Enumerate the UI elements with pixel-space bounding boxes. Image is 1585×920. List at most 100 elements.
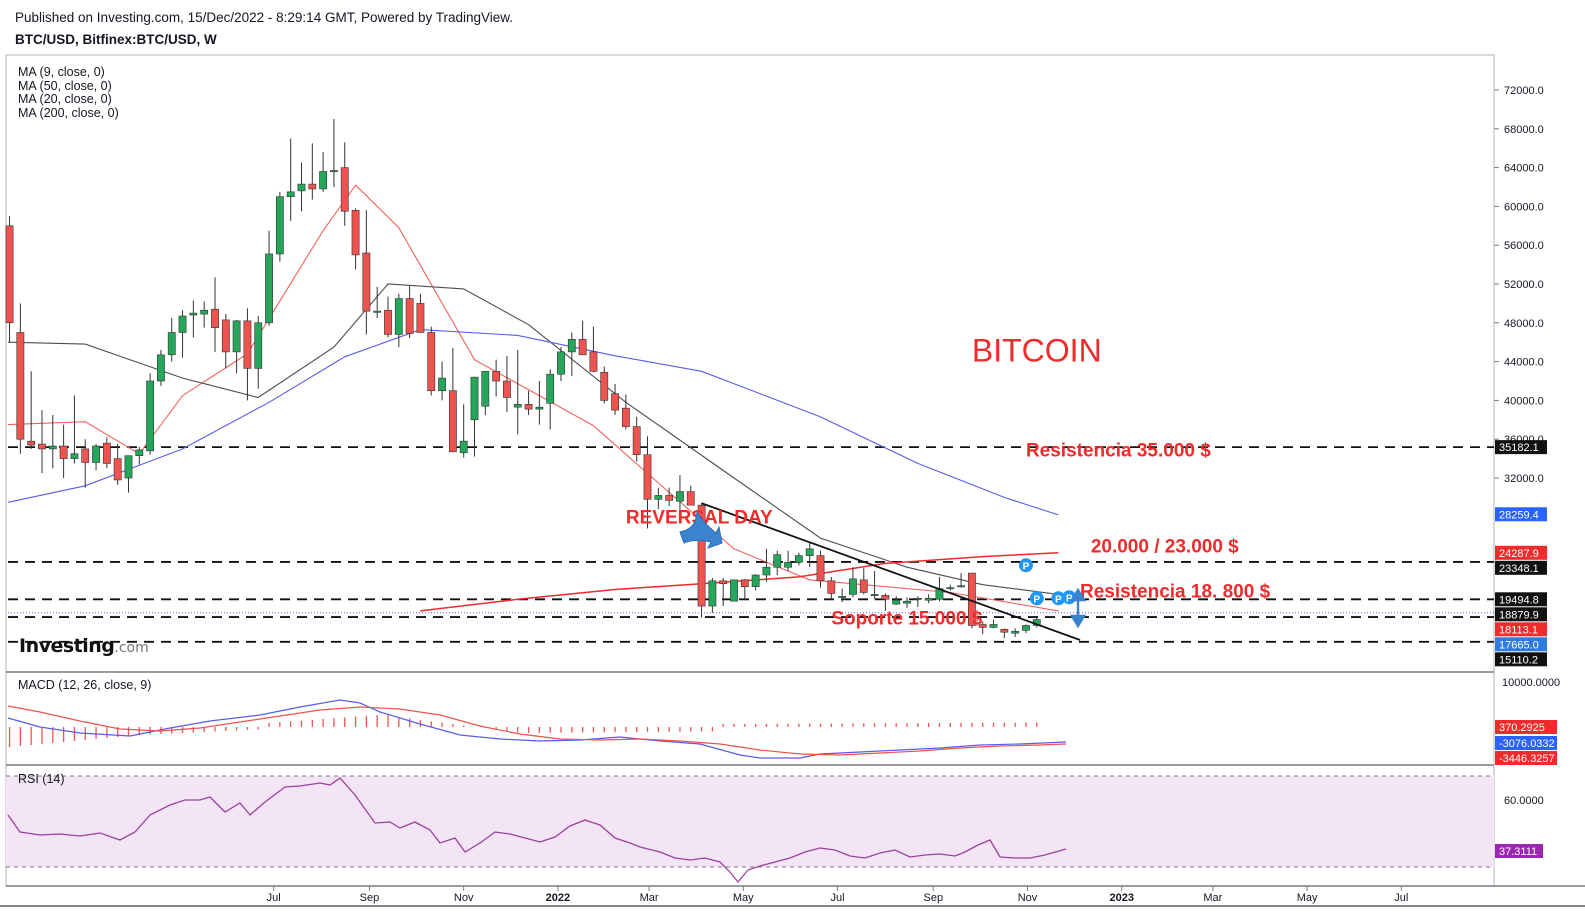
price-tick-label: 44000.0 xyxy=(1504,357,1544,369)
candle-body xyxy=(978,624,987,628)
candle-body xyxy=(513,403,522,408)
candle-body xyxy=(146,380,155,452)
candle-body xyxy=(870,594,879,596)
macd-title: MACD (12, 26, close, 9) xyxy=(18,678,152,692)
time-tick-label: Sep xyxy=(923,892,943,904)
candle-body xyxy=(621,407,630,427)
macd-axis-label-bg xyxy=(1495,720,1557,734)
candle-body xyxy=(1000,629,1009,633)
candle-body xyxy=(567,338,576,353)
candle-body xyxy=(243,320,252,369)
candle-body xyxy=(740,579,749,587)
macd-axis-label: -3446.3257 xyxy=(1499,753,1555,765)
candle-body xyxy=(384,309,392,335)
price-tick-label: 40000.0 xyxy=(1504,395,1544,407)
event-marker xyxy=(1018,558,1033,573)
chart-annotation: 20.000 / 23.000 $ xyxy=(1091,537,1239,558)
candle-body xyxy=(416,303,425,333)
time-tick-label: Nov xyxy=(454,892,474,904)
candle-body xyxy=(708,580,717,607)
candle-body xyxy=(211,308,219,328)
candle-body xyxy=(503,380,511,398)
candle-body xyxy=(849,578,857,595)
ma-legend-item: MA (200, close, 0) xyxy=(18,105,119,120)
event-marker-label: P xyxy=(1055,594,1062,605)
ma-legend: MA (9, close, 0) MA (50, close, 0) MA (2… xyxy=(18,65,119,120)
event-marker-label: P xyxy=(1033,594,1040,605)
range-arrow-icon xyxy=(1069,587,1087,629)
macd-axis-label-bg xyxy=(1495,736,1557,750)
candle-body xyxy=(394,298,403,335)
candle-body xyxy=(492,370,501,382)
price-axis-label: 18879.9 xyxy=(1499,609,1539,621)
price-axis-label-bg xyxy=(1495,637,1547,652)
candle-body xyxy=(665,495,674,501)
price-tick-label: 32000.0 xyxy=(1504,473,1544,485)
candle-body xyxy=(308,183,317,190)
moving-average-line xyxy=(7,329,1059,516)
candle-body xyxy=(600,371,609,401)
candle-body xyxy=(427,332,436,392)
price-axis-label-bg xyxy=(1495,652,1547,667)
candle-body xyxy=(751,574,760,587)
price-axis-label: 35182.1 xyxy=(1499,442,1539,454)
moving-average-line xyxy=(7,283,1059,595)
candle-body xyxy=(286,191,295,198)
candle-body xyxy=(838,596,847,598)
time-tick-label: Mar xyxy=(640,892,659,904)
macd-axis-label: 370.2925 xyxy=(1499,722,1545,734)
ma-legend-item: MA (9, close, 0) xyxy=(18,65,105,79)
candle-body xyxy=(373,310,382,313)
event-marker xyxy=(1051,591,1066,606)
price-axis-label-bg xyxy=(1495,607,1547,622)
candle-body xyxy=(816,555,825,582)
candle-body xyxy=(448,390,457,453)
candle-body xyxy=(957,585,965,588)
time-tick-label: Nov xyxy=(1018,892,1038,904)
candle-body xyxy=(762,566,771,576)
time-tick-label: Jul xyxy=(1394,892,1408,904)
candle-body xyxy=(730,579,738,602)
moving-average-line xyxy=(420,551,1059,612)
candle-body xyxy=(686,491,695,506)
candle-body xyxy=(113,458,122,481)
main-panel-frame xyxy=(5,54,1495,887)
price-axis-label-bg xyxy=(1495,440,1547,455)
candle-body xyxy=(859,579,868,593)
price-axis-label: 17665.0 xyxy=(1499,639,1539,651)
time-tick-label: Jul xyxy=(267,892,281,904)
candle-body xyxy=(200,309,209,315)
candle-body xyxy=(178,315,187,333)
candle-body xyxy=(989,624,998,628)
candle-body xyxy=(805,548,814,556)
event-marker-label: P xyxy=(1023,561,1030,572)
candle-body xyxy=(135,449,144,456)
candle-body xyxy=(81,448,90,463)
candle-body xyxy=(946,587,955,590)
candle-body xyxy=(254,322,263,369)
candle-body xyxy=(470,376,479,421)
candle-body xyxy=(1011,630,1020,634)
rsi-tick-label: 60.0000 xyxy=(1504,795,1544,807)
time-tick-label: Sep xyxy=(360,892,380,904)
candle-body xyxy=(892,599,901,605)
candle-body xyxy=(794,555,803,563)
price-axis-label: 28259.4 xyxy=(1499,509,1539,521)
candle-body xyxy=(535,406,544,410)
price-axis-label-bg xyxy=(1495,592,1547,607)
price-axis-label: 18113.1 xyxy=(1499,624,1538,636)
candle-body xyxy=(654,495,663,500)
candle-body xyxy=(297,183,306,192)
candle-body xyxy=(557,351,565,375)
price-axis-label: 23348.1 xyxy=(1499,563,1539,575)
candle-body xyxy=(903,600,911,604)
time-tick-label: 2023 xyxy=(1109,892,1133,904)
candle-body xyxy=(632,426,641,456)
price-axis-label: 19494.8 xyxy=(1499,594,1539,606)
candle-body xyxy=(784,562,792,568)
macd-axis-label-bg xyxy=(1495,751,1557,765)
macd-axis-label: -3076.0332 xyxy=(1499,738,1555,750)
candle-body xyxy=(881,595,890,600)
macd-signal-line xyxy=(7,705,1067,756)
